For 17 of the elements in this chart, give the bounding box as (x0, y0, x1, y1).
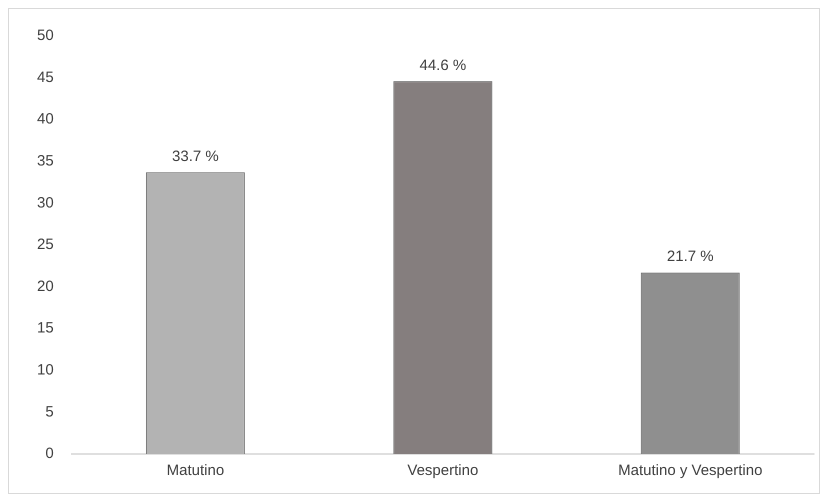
y-tick-label: 40 (36, 110, 54, 128)
x-tick-label: Matutino y Vespertino (618, 462, 762, 480)
y-tick-label: 45 (36, 68, 54, 86)
y-tick-label: 15 (36, 320, 54, 337)
y-tick-label: 25 (36, 236, 54, 254)
data-label: 33.7 % (172, 148, 219, 165)
y-tick-label: 0 (45, 445, 54, 462)
y-tick-label: 20 (36, 278, 54, 295)
data-label: 44.6 % (419, 56, 466, 74)
y-tick-label: 50 (36, 27, 54, 44)
y-tick-label: 35 (36, 152, 54, 170)
y-tick-label: 30 (36, 194, 54, 212)
x-tick-label: Matutino (166, 462, 224, 480)
y-tick-label: 5 (45, 403, 54, 420)
x-tick-label: Vespertino (407, 462, 478, 480)
data-label: 21.7 % (666, 248, 714, 266)
y-tick-label: 10 (36, 362, 54, 379)
